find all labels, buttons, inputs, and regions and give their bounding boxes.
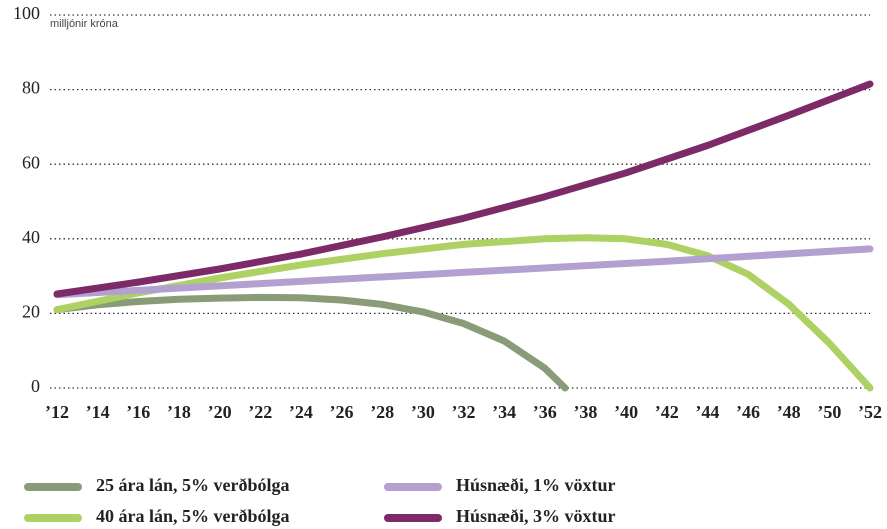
y-tick-label: 40 — [22, 227, 40, 247]
line — [53, 293, 569, 392]
x-tick-label: ’44 — [695, 402, 719, 422]
x-tick-label: ’16 — [126, 402, 150, 422]
x-tick-label: ’30 — [411, 402, 435, 422]
x-tick-label: ’26 — [330, 402, 354, 422]
x-tick-label: ’40 — [614, 402, 638, 422]
x-tick-label: ’22 — [248, 402, 272, 422]
y-tick-label: 100 — [13, 3, 40, 23]
x-tick-label: ’34 — [492, 402, 516, 422]
x-tick-label: ’48 — [777, 402, 801, 422]
y-tick-label: 60 — [22, 152, 40, 172]
y-tick-label: 20 — [22, 302, 40, 322]
x-tick-label: ’38 — [573, 402, 597, 422]
legend-label: 40 ára lán, 5% verðbólga — [96, 506, 290, 526]
x-tick-label: ’46 — [736, 402, 760, 422]
x-tick-label: ’20 — [208, 402, 232, 422]
line — [53, 245, 874, 299]
y-tick-label: 0 — [31, 376, 40, 396]
legend-label: Húsnæði, 1% vöxtur — [456, 475, 616, 495]
line — [53, 234, 874, 392]
legend-label: Húsnæði, 3% vöxtur — [456, 506, 616, 526]
x-tick-label: ’24 — [289, 402, 313, 422]
x-tick-label: ’12 — [45, 402, 69, 422]
line — [53, 80, 874, 298]
x-tick-label: ’50 — [817, 402, 841, 422]
x-tick-label: ’36 — [533, 402, 557, 422]
x-tick-label: ’18 — [167, 402, 191, 422]
x-tick-label: ’14 — [86, 402, 110, 422]
legend-label: 25 ára lán, 5% verðbólga — [96, 475, 290, 495]
x-tick-label: ’42 — [655, 402, 679, 422]
x-tick-label: ’52 — [858, 402, 882, 422]
y-axis-label: milljónir króna — [50, 18, 119, 30]
x-tick-label: ’28 — [370, 402, 394, 422]
x-tick-label: ’32 — [452, 402, 476, 422]
y-tick-label: 80 — [22, 78, 40, 98]
